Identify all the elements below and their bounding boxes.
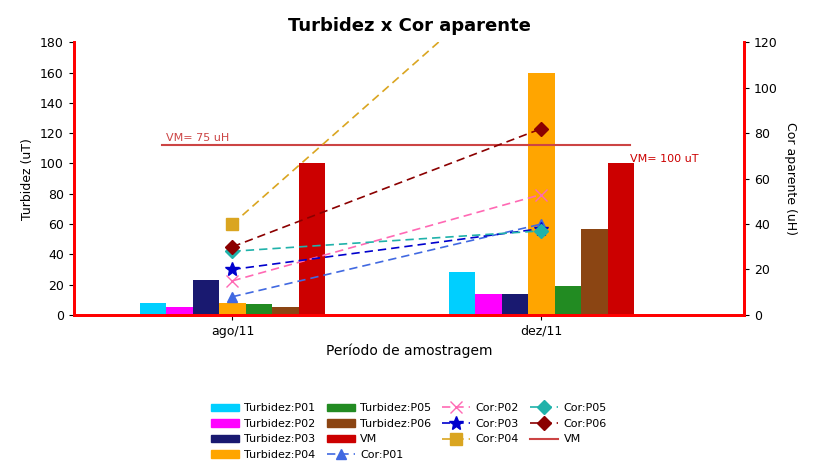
Text: VM= 75 uH: VM= 75 uH xyxy=(166,133,230,143)
Bar xyxy=(299,164,325,315)
Bar xyxy=(166,307,193,315)
Bar xyxy=(245,304,272,315)
Bar xyxy=(193,280,219,315)
Bar xyxy=(272,307,299,315)
Bar xyxy=(449,273,475,315)
Bar xyxy=(501,294,528,315)
Y-axis label: Turbidez (uT): Turbidez (uT) xyxy=(21,138,34,219)
Bar xyxy=(608,164,634,315)
Bar xyxy=(219,303,245,315)
Bar xyxy=(555,286,581,315)
Text: VM= 100 uT: VM= 100 uT xyxy=(630,154,698,164)
Legend: Turbidez:P01, Turbidez:P02, Turbidez:P03, Turbidez:P04, Turbidez:P05, Turbidez:P: Turbidez:P01, Turbidez:P02, Turbidez:P03… xyxy=(207,399,611,464)
Bar xyxy=(475,294,501,315)
Bar xyxy=(528,72,555,315)
Y-axis label: Cor aparente (uH): Cor aparente (uH) xyxy=(784,122,798,235)
Bar xyxy=(581,228,608,315)
Bar xyxy=(140,303,166,315)
Title: Turbidez x Cor aparente: Turbidez x Cor aparente xyxy=(288,17,530,35)
X-axis label: Período de amostragem: Período de amostragem xyxy=(326,343,492,358)
